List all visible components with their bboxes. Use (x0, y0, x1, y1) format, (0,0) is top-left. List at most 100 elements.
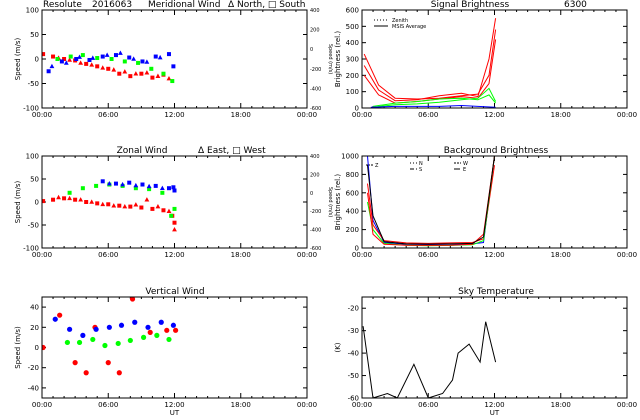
x-tick-label: 06:00 (98, 401, 118, 409)
data-point (100, 54, 105, 59)
data-point (106, 181, 112, 186)
data-point (139, 205, 144, 210)
data-point (133, 182, 139, 188)
data-point (84, 200, 89, 204)
y-tick-label: -50 (348, 372, 359, 380)
data-point (46, 69, 51, 74)
data-point (169, 213, 174, 218)
data-point (95, 201, 100, 206)
panel-title-part: Zonal Wind (117, 146, 168, 156)
data-point (157, 54, 163, 60)
y2-tick-label: -400 (310, 86, 321, 92)
x-axis-label: UT (170, 409, 180, 417)
data-point (161, 208, 166, 213)
y-tick-label: 200 (346, 72, 359, 80)
y-tick-label: 0 (35, 56, 39, 64)
plot-frame (361, 9, 628, 109)
data-point (117, 71, 122, 76)
y-axis-label: (K) (334, 342, 342, 352)
y2-tick-label: 200 (310, 172, 320, 178)
y-tick-label: -100 (23, 245, 39, 253)
data-point (122, 59, 127, 64)
data-point (95, 64, 100, 69)
y-tick-label: 200 (346, 226, 359, 234)
data-point (80, 186, 85, 191)
panel-meridional: Resolute 2016063 Meridional Wind Δ North, □… (14, 0, 333, 119)
panel-title-part: Signal Brightness (431, 0, 510, 10)
data-point (136, 60, 141, 65)
data-layer (42, 297, 179, 376)
data-point (172, 220, 177, 225)
data-point (113, 181, 118, 186)
data-point (80, 332, 86, 338)
data-point (90, 55, 96, 60)
data-point (67, 195, 73, 201)
plot-frame (41, 9, 308, 109)
data-point (109, 57, 114, 61)
data-point (83, 370, 89, 376)
x-tick-label: 18:00 (551, 401, 571, 409)
series-line (367, 156, 495, 246)
data-point (166, 208, 172, 213)
data-point (113, 53, 118, 58)
y-tick-label: -100 (23, 105, 39, 113)
data-point (51, 54, 56, 59)
x-tick-label: 00:00 (352, 111, 372, 119)
data-point (147, 329, 153, 335)
legend-label: Z (375, 163, 379, 169)
data-point (170, 322, 176, 328)
series-line (372, 87, 497, 108)
series-line (370, 104, 496, 108)
y-tick-label: 0 (35, 199, 39, 207)
data-point (89, 62, 95, 67)
data-point (93, 326, 99, 332)
plot-frame (361, 296, 628, 399)
data-point (59, 59, 64, 64)
data-point (105, 360, 111, 366)
data-point (172, 227, 177, 232)
panel-title-part: Δ East, □ West (198, 146, 266, 156)
data-point (159, 185, 165, 190)
x-tick-label: 18:00 (231, 401, 251, 409)
data-point (132, 319, 138, 325)
y-axis-label: Brightness (rel.) (334, 174, 342, 230)
data-point (166, 76, 172, 81)
data-point (78, 197, 84, 202)
data-point (49, 63, 55, 69)
y-tick-label: 600 (346, 7, 359, 15)
x-tick-label: 18:00 (231, 111, 251, 119)
data-point (122, 204, 128, 209)
x-tick-label: 00:00 (617, 401, 637, 409)
data-point (100, 179, 105, 184)
y2-tick-label: 200 (310, 28, 320, 34)
y2-axis-label: Speed (m/s) (327, 44, 333, 74)
y-tick-label: 50 (30, 31, 39, 39)
series-line (367, 165, 495, 244)
y-tick-label: -20 (348, 305, 359, 313)
y2-tick-label: 0 (310, 191, 313, 197)
data-point (147, 187, 152, 192)
y2-tick-label: 0 (310, 47, 313, 53)
data-point (153, 54, 158, 59)
data-point (115, 340, 121, 347)
data-point (63, 60, 69, 65)
data-point (149, 66, 154, 71)
data-point (133, 202, 139, 207)
legend-label: MSIS Average (392, 24, 426, 30)
data-point (100, 201, 106, 207)
y-tick-label: 100 (26, 7, 39, 15)
data-point (42, 199, 46, 204)
y-tick-label: 1000 (341, 153, 359, 161)
data-point (127, 55, 132, 60)
data-point (133, 186, 138, 191)
x-tick-label: 12:00 (484, 251, 504, 259)
panel-signal: Signal Brightness 6300 0 100 200 300 400 500 600… (334, 0, 637, 119)
data-point (62, 196, 67, 201)
data-point (117, 203, 122, 208)
data-point (62, 57, 67, 61)
y2-tick-label: -200 (310, 209, 321, 215)
x-tick-label: 06:00 (98, 111, 118, 119)
y-tick-label: 100 (346, 88, 359, 96)
data-point (100, 65, 106, 70)
